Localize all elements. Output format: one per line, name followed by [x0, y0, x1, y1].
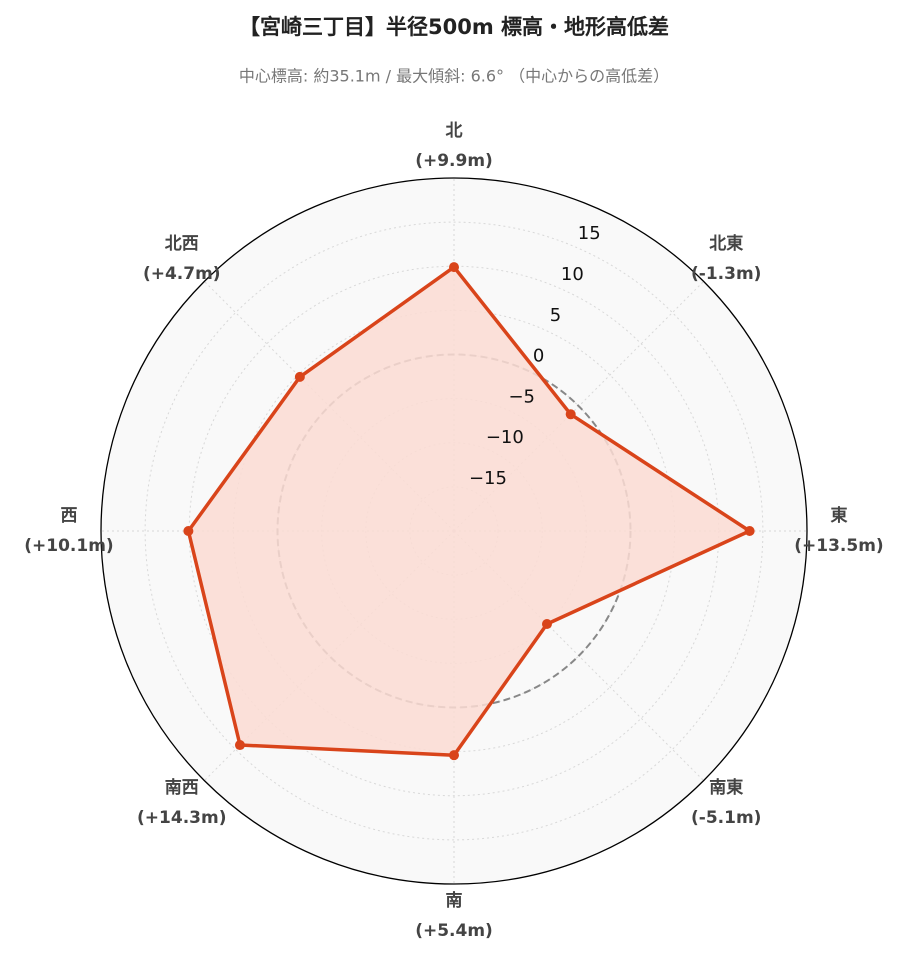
value-label: (-5.1m): [691, 808, 761, 828]
r-tick-label: −5: [508, 386, 535, 407]
point: [744, 526, 755, 536]
category-label: 南: [446, 890, 463, 911]
category-label: 北: [446, 121, 463, 141]
point: [449, 262, 459, 273]
point: [234, 740, 245, 751]
grid-circle: [144, 221, 764, 841]
category-label: 東: [831, 505, 848, 526]
category-label: 北東: [709, 233, 743, 254]
point: [183, 526, 194, 536]
value-label: (-1.3m): [691, 264, 761, 284]
category-label: 西: [61, 506, 78, 526]
point: [565, 409, 576, 420]
value-label: (+10.1m): [24, 536, 113, 556]
r-tick-label: −15: [469, 468, 507, 489]
point: [449, 750, 459, 761]
r-tick-label: −10: [486, 427, 524, 448]
r-tick-label: 10: [561, 264, 584, 285]
category-label: 北西: [165, 234, 199, 254]
chart-subtitle: 中心標高: 約35.1m / 最大傾斜: 6.6° （中心からの高低差）: [239, 67, 669, 86]
category-label: 南西: [165, 777, 199, 798]
r-tick-label: 5: [550, 305, 561, 326]
value-label: (+9.9m): [415, 151, 493, 171]
chart-title: 【宮崎三丁目】半径500m 標高・地形高低差: [239, 15, 669, 39]
value-label: (+13.5m): [794, 536, 883, 556]
r-tick-label: 15: [578, 223, 601, 244]
value-label: (+5.4m): [415, 921, 493, 941]
r-tick-label: 0: [533, 346, 544, 367]
plot-frame: [100, 177, 808, 885]
point: [541, 618, 552, 629]
category-label: 南東: [709, 777, 743, 798]
point: [294, 371, 305, 382]
value-label: (+4.7m): [143, 264, 221, 284]
value-label: (+14.3m): [137, 808, 226, 828]
